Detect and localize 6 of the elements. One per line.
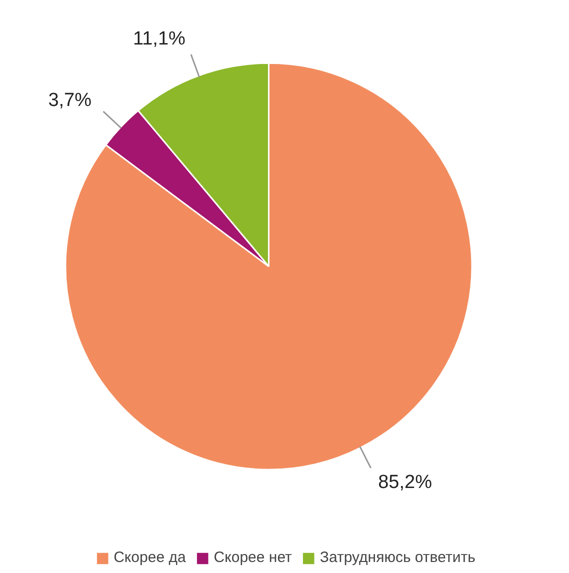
data-label: 11,1%	[132, 28, 186, 50]
data-label: 3,7%	[48, 90, 92, 111]
data-label: 85,2%	[378, 472, 432, 493]
legend-label: Скорее да	[114, 549, 186, 566]
legend-label: Скорее нет	[214, 549, 292, 566]
legend-label: Затрудняюсь ответить	[320, 549, 476, 566]
